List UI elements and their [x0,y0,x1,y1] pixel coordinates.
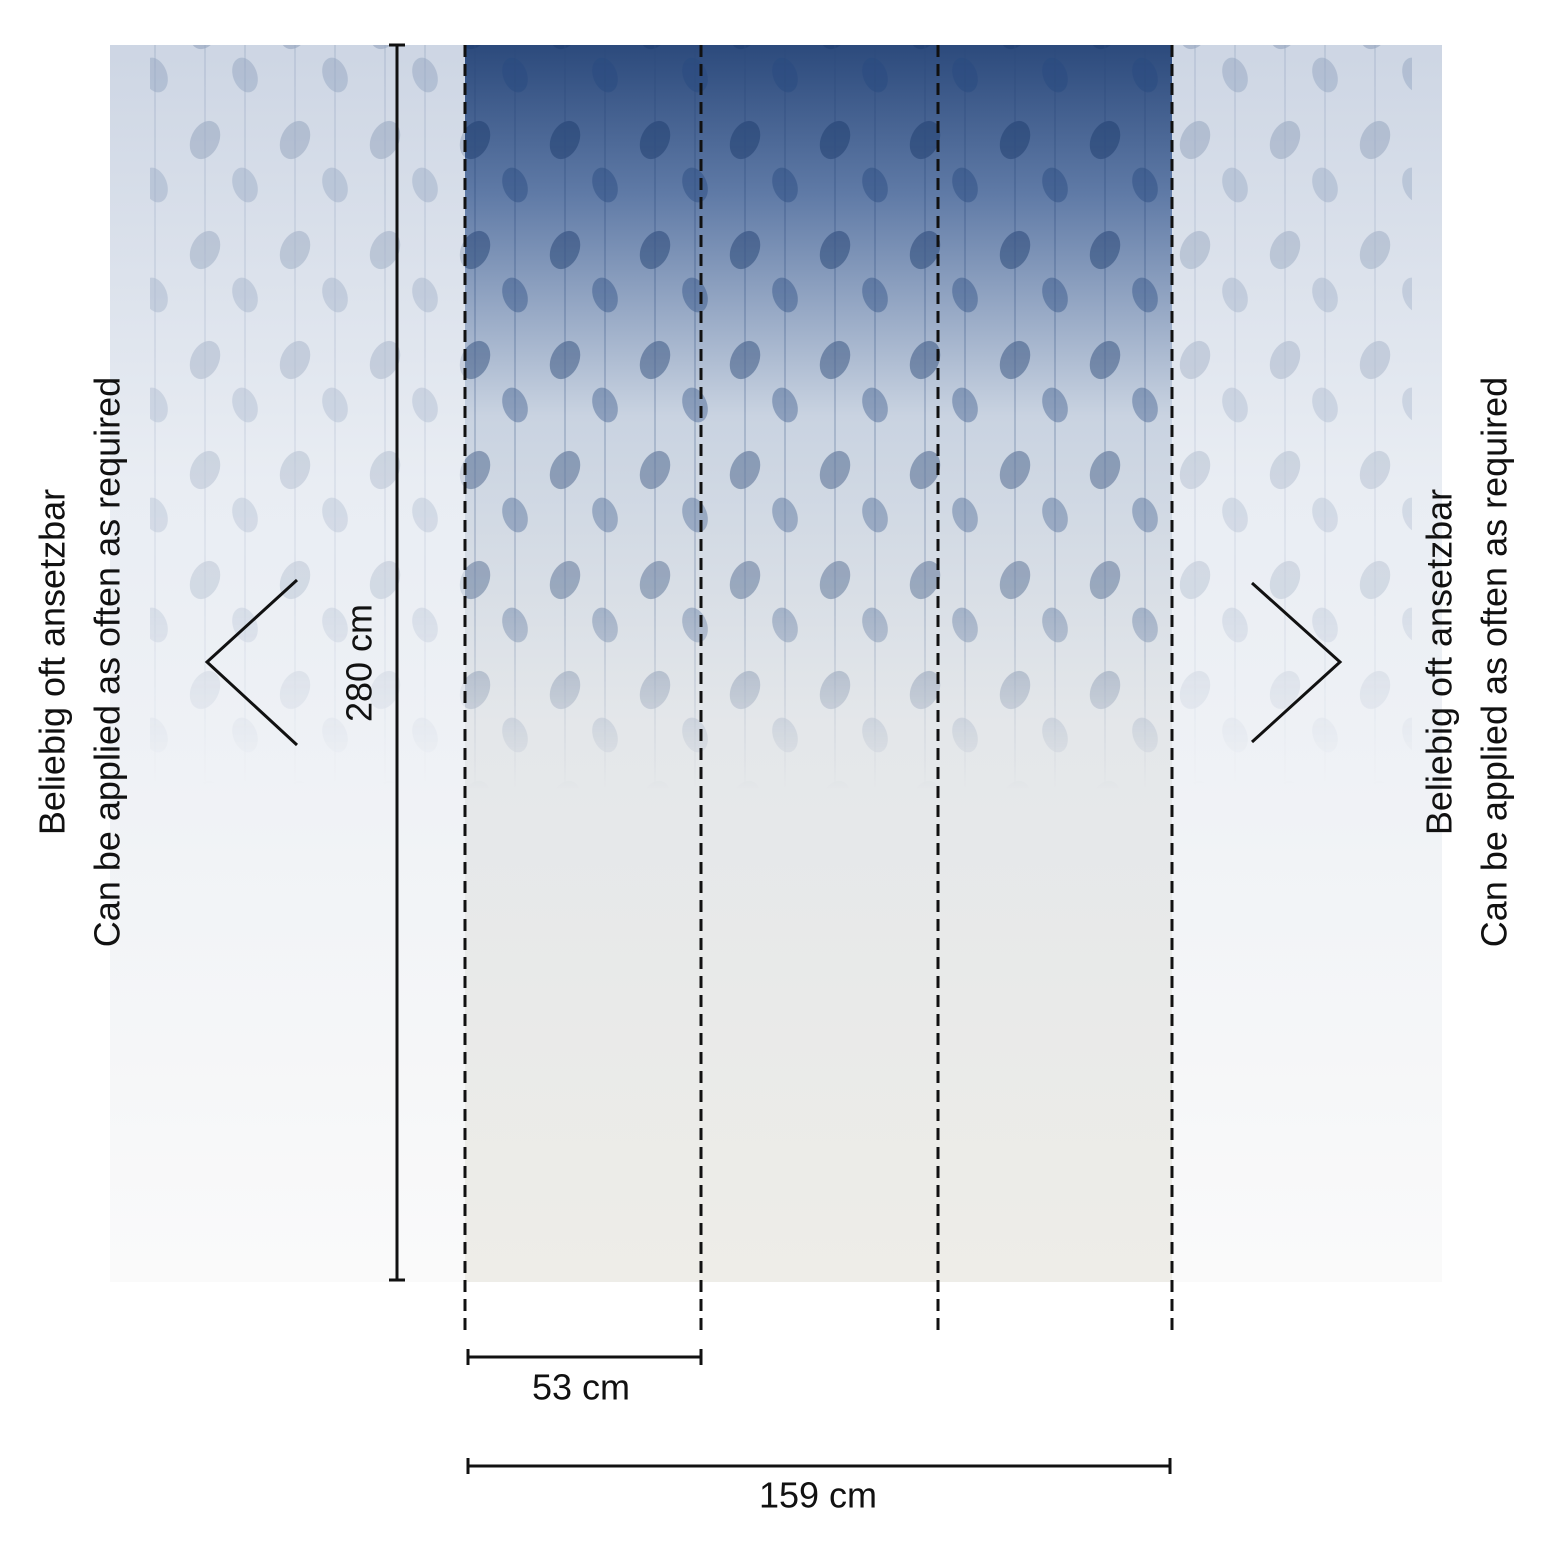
left-chevron [204,578,299,747]
right-label-de: Beliebig oft ansetzbar [1419,489,1460,835]
left-label-de: Beliebig oft ansetzbar [32,489,73,835]
height-label: 280 cm [339,604,380,722]
leaf-pattern-faded [150,45,465,1282]
right-label-en: Can be applied as often as required [1474,377,1515,947]
panel-width-dimension: 53 cm [466,1349,703,1408]
leaf-pattern [465,45,1172,1282]
leaf-pattern-faded [1172,45,1412,1282]
panel-width-label: 53 cm [532,1367,630,1408]
total-width-label: 159 cm [759,1475,877,1516]
total-width-dimension: 159 cm [466,1458,1172,1516]
right-chevron [1250,581,1343,744]
left-label-en: Can be applied as often as required [87,377,128,947]
height-dimension: 280 cm [339,43,405,1282]
